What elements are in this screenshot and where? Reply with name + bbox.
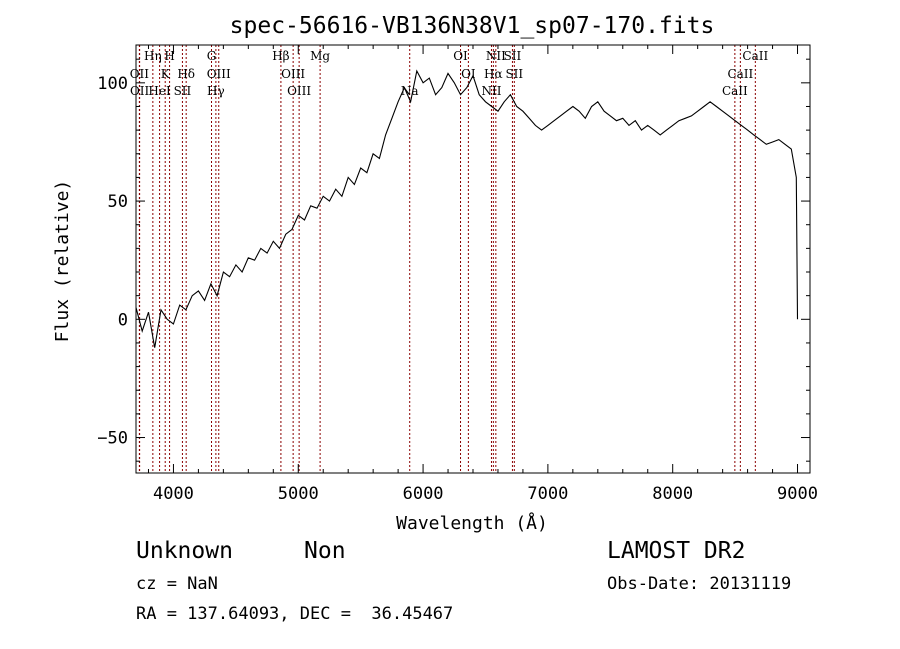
y-tick-label: 50 [108,192,128,212]
chart-title: spec-56616-VB136N38V1_sp07-170.fits [230,13,715,39]
x-axis: 4000 5000 6000 7000 8000 9000 [147,45,818,504]
y-tick-label: −50 [97,429,128,449]
spectrum-line [135,69,799,348]
spectral-line-label: OI [453,49,468,63]
spectral-line-label: OIII [287,84,311,98]
x-tick-label: 8000 [652,484,693,504]
x-tick-label: 9000 [777,484,818,504]
y-axis-label: Flux (relative) [52,180,73,343]
spectral-line-label: Hδ [177,67,195,81]
spectral-line-label: OIII [207,67,231,81]
x-tick-label: 7000 [527,484,568,504]
spectral-line-label: HeI [148,84,171,98]
redshift-cz: cz = NaN [136,574,218,594]
x-tick-label: 6000 [403,484,444,504]
object-subclass: Non [304,538,346,564]
spectral-line-label: CaII [742,49,768,63]
spectral-line-label: K [161,67,171,81]
x-axis-label: Wavelength (Å) [396,512,548,534]
observation-date: Obs-Date: 20131119 [607,574,792,594]
spectral-line-label: OIII [281,67,305,81]
object-class: Unknown [136,538,233,564]
coordinates: RA = 137.64093, DEC = 36.45467 [136,604,454,624]
y-tick-label: 100 [97,74,128,94]
spectral-line-label: CaII [727,67,753,81]
spectral-line-label: Na [401,84,419,98]
spectral-line-label: SII [174,84,192,98]
spectral-line-label: Hγ [207,84,225,98]
x-tick-label: 5000 [278,484,319,504]
spectral-line-label: SII [505,67,523,81]
survey-name: LAMOST DR2 [607,538,746,564]
spectral-line-label: SII [504,49,522,63]
spectral-line-label: NII [486,49,506,63]
spectral-line-label: H [164,49,174,63]
spectral-line-label: Hη [144,49,162,63]
spectral-line-label: CaII [722,84,748,98]
spectral-line-label: Mg [310,49,330,63]
spectral-line-label: NII [481,84,501,98]
spectral-line-label: G [207,49,217,63]
spectral-line-label: OII [130,84,150,98]
x-tick-label: 4000 [153,484,194,504]
plot-frame [135,44,811,474]
spectral-line-label: OII [130,67,150,81]
spectral-line-label: Hα [484,67,503,81]
spectral-line-label: Hβ [272,49,289,63]
y-tick-label: 0 [118,310,128,330]
y-axis: −50 0 50 100 [97,58,810,462]
spectral-line-markers [138,45,756,473]
